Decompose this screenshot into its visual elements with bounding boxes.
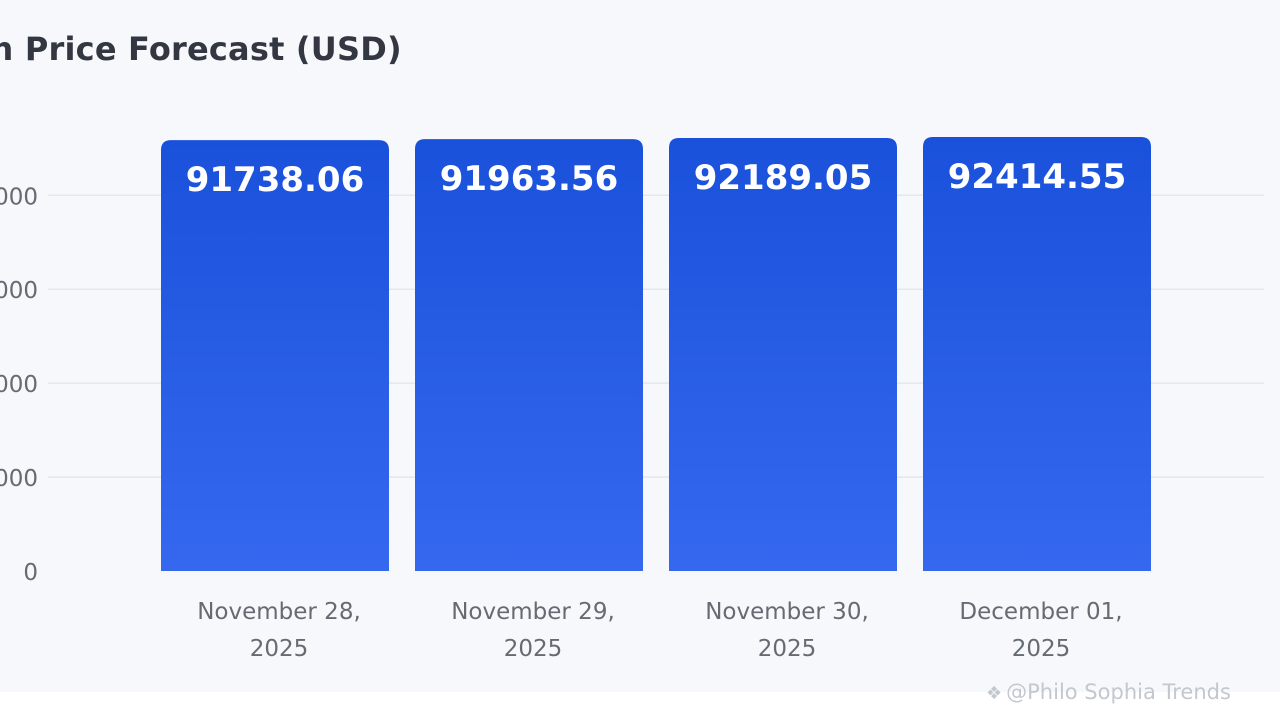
chart-title: coin Price Forecast (USD)	[0, 30, 402, 68]
data-label: 91963.56	[440, 159, 619, 199]
x-tick-label: November 30,	[705, 599, 869, 625]
bars	[161, 137, 1151, 572]
bottom-strip	[0, 692, 1280, 720]
bar	[669, 138, 897, 571]
bar	[415, 139, 643, 571]
data-label: 92414.55	[948, 157, 1127, 197]
data-label: 91738.06	[186, 160, 365, 200]
y-tick-label: 000	[0, 278, 38, 304]
watermark: ❖ @Philo Sophia Trends	[986, 680, 1231, 704]
binance-diamond-icon: ❖	[986, 683, 1003, 704]
y-tick-label: 000	[0, 184, 38, 210]
x-tick-label: November 29,	[451, 599, 615, 625]
y-tick-label: 000	[0, 372, 38, 398]
x-tick-label: 2025	[504, 636, 563, 662]
x-tick-label: November 28,	[197, 599, 361, 625]
data-labels: 91738.06 91963.56 92189.05 92414.55	[186, 157, 1127, 200]
data-label: 92189.05	[694, 158, 873, 198]
x-tick-label: 2025	[250, 636, 309, 662]
y-tick-label: 0	[23, 560, 38, 586]
bar	[923, 137, 1151, 571]
x-tick-label: 2025	[1012, 636, 1071, 662]
x-axis-ticks: November 28, 2025 November 29, 2025 November…	[197, 599, 1122, 662]
watermark-text: @Philo Sophia Trends	[1006, 680, 1231, 704]
y-tick-label: 000	[0, 466, 38, 492]
bar	[161, 140, 389, 572]
x-tick-label: December 01,	[959, 599, 1122, 625]
x-tick-label: 2025	[758, 636, 817, 662]
